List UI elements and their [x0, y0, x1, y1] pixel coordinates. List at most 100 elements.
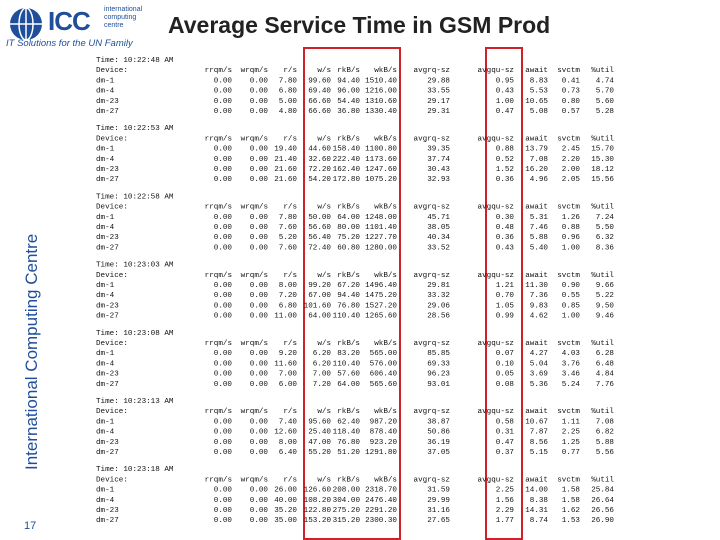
metric-value: 1496.40 — [365, 282, 397, 290]
metric-value: 2.00 — [562, 166, 581, 174]
column-header: avgrq-sz — [414, 272, 450, 280]
metric-value: 2.20 — [562, 156, 581, 164]
metric-value: 0.77 — [562, 449, 580, 457]
metric-value: 2.29 — [496, 507, 515, 515]
column-header: avgrq-sz — [414, 408, 450, 416]
column-header: Device: — [96, 408, 128, 416]
metric-value: 0.80 — [562, 98, 581, 106]
metric-value: 10.65 — [525, 98, 548, 106]
metric-value: 0.57 — [562, 108, 580, 116]
column-header: r/s — [283, 204, 297, 212]
timestamp: Time: 10:23:18 AM — [96, 466, 174, 474]
metric-value: 1100.80 — [365, 146, 397, 154]
metric-value: 1330.40 — [365, 108, 397, 116]
column-header: wrqm/s — [241, 476, 268, 484]
device-name: dm-1 — [96, 487, 115, 495]
metric-value: 5.40 — [530, 244, 549, 252]
column-header: svctm — [557, 135, 580, 143]
column-header: wrqm/s — [241, 67, 268, 75]
column-header: wkB/s — [374, 408, 397, 416]
metric-value: 0.00 — [250, 214, 269, 222]
metric-value: 4.96 — [530, 176, 549, 184]
column-header: wkB/s — [374, 135, 397, 143]
metric-value: 7.24 — [596, 214, 615, 222]
device-name: dm-27 — [96, 381, 119, 389]
metric-value: 5.28 — [596, 108, 615, 116]
column-header: avgqu-sz — [478, 476, 514, 484]
metric-value: 5.88 — [596, 439, 615, 447]
metric-value: 4.74 — [596, 77, 615, 85]
metric-value: 6.20 — [313, 350, 332, 358]
metric-value: 1.26 — [562, 214, 581, 222]
metric-value: 1.00 — [562, 313, 581, 321]
metric-value: 5.70 — [596, 88, 615, 96]
metric-value: 6.00 — [279, 381, 298, 389]
metric-value: 315.20 — [333, 517, 361, 525]
metric-value: 0.00 — [214, 418, 233, 426]
metric-value: 0.00 — [214, 166, 233, 174]
column-header: rkB/s — [337, 204, 360, 212]
column-header: wrqm/s — [241, 204, 268, 212]
metric-value: 8.83 — [530, 77, 549, 85]
column-header: w/s — [317, 67, 331, 75]
metric-value: 28.56 — [427, 313, 450, 321]
metric-value: 57.60 — [337, 371, 360, 379]
metric-value: 6.80 — [279, 302, 298, 310]
metric-value: 118.40 — [333, 429, 361, 437]
metric-value: 0.73 — [562, 88, 581, 96]
column-header: rrqm/s — [205, 135, 232, 143]
device-name: dm-1 — [96, 282, 115, 290]
column-header: r/s — [283, 476, 297, 484]
column-header: await — [525, 135, 548, 143]
metric-value: 36.80 — [337, 108, 360, 116]
metric-value: 0.36 — [496, 176, 515, 184]
metric-value: 5.15 — [530, 449, 549, 457]
device-name: dm-23 — [96, 371, 119, 379]
metric-value: 72.40 — [308, 244, 331, 252]
metric-value: 1310.60 — [365, 98, 397, 106]
column-header: w/s — [317, 272, 331, 280]
metric-value: 110.40 — [333, 313, 361, 321]
metric-value: 304.00 — [333, 497, 361, 505]
metric-value: 2300.30 — [365, 517, 397, 525]
metric-value: 13.79 — [525, 146, 548, 154]
device-name: dm-27 — [96, 244, 119, 252]
metric-value: 72.20 — [308, 166, 331, 174]
metric-value: 0.00 — [250, 418, 269, 426]
metric-value: 1.56 — [496, 497, 515, 505]
column-header: %util — [591, 340, 614, 348]
metric-value: 33.52 — [427, 244, 450, 252]
metric-value: 0.07 — [496, 350, 514, 358]
metric-value: 0.00 — [250, 302, 269, 310]
metric-value: 0.00 — [214, 487, 233, 495]
metric-value: 7.76 — [596, 381, 615, 389]
device-name: dm-27 — [96, 449, 119, 457]
metric-value: 0.52 — [496, 156, 515, 164]
metric-value: 0.00 — [250, 146, 269, 154]
metric-value: 14.00 — [525, 487, 548, 495]
device-name: dm-27 — [96, 313, 119, 321]
metric-value: 2.25 — [496, 487, 515, 495]
column-header: svctm — [557, 67, 580, 75]
metric-value: 5.22 — [596, 292, 615, 300]
column-header: Device: — [96, 340, 128, 348]
device-name: dm-4 — [96, 497, 115, 505]
metric-value: 9.50 — [596, 302, 615, 310]
metric-value: 44.60 — [308, 146, 331, 154]
metric-value: 7.08 — [596, 418, 615, 426]
column-header: avgrq-sz — [414, 340, 450, 348]
metric-value: 0.00 — [250, 292, 269, 300]
metric-value: 1.11 — [562, 418, 581, 426]
tagline: IT Solutions for the UN Family — [6, 38, 133, 49]
metric-value: 11.00 — [274, 313, 297, 321]
metric-value: 83.20 — [337, 350, 360, 358]
metric-value: 0.00 — [214, 98, 233, 106]
metric-value: 33.32 — [427, 292, 450, 300]
metric-value: 101.60 — [304, 302, 332, 310]
metric-value: 5.56 — [596, 449, 615, 457]
metric-value: 14.31 — [525, 507, 548, 515]
device-name: dm-4 — [96, 360, 115, 368]
metric-value: 0.00 — [214, 146, 233, 154]
metric-value: 2.05 — [562, 176, 581, 184]
metric-value: 0.00 — [214, 497, 233, 505]
